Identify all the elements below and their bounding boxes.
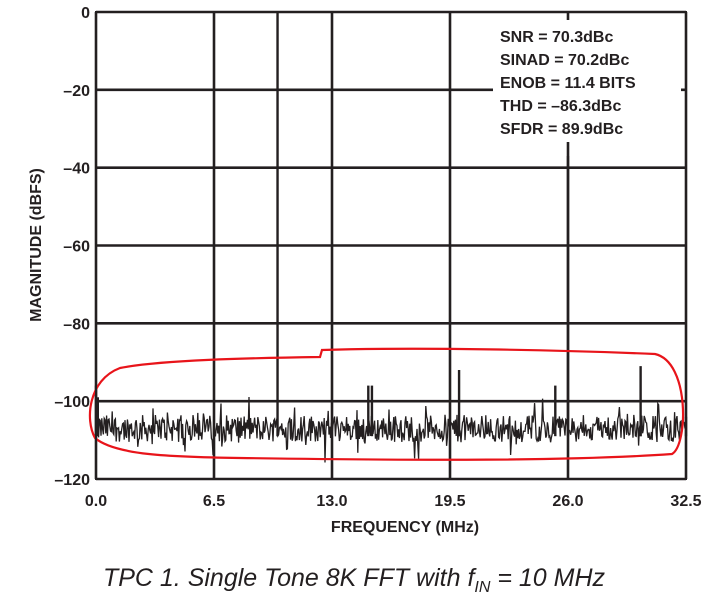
- stat-line: SFDR = 89.9dBc: [500, 121, 623, 138]
- plot-frame: [95, 11, 687, 480]
- x-axis-label: FREQUENCY (MHz): [331, 519, 479, 536]
- noise-floor-trace: [96, 396, 686, 463]
- y-tick-label: –20: [63, 83, 90, 100]
- x-tick-label: 0.0: [85, 493, 107, 510]
- stats-box: [493, 20, 681, 142]
- noise-floor-highlight: [88, 347, 685, 461]
- figure-caption: TPC 1. Single Tone 8K FFT with fIN = 10 …: [0, 564, 708, 597]
- x-tick-labels: 0.0 6.5 13.0 19.5 26.0 32.5: [85, 493, 702, 510]
- stat-line: SINAD = 70.2dBc: [500, 52, 629, 69]
- stat-line: THD = –86.3dBc: [500, 98, 621, 115]
- fft-chart: SNR = 70.3dBc SINAD = 70.2dBc ENOB = 11.4 …: [28, 5, 702, 536]
- x-tick-label: 6.5: [203, 493, 225, 510]
- x-tick-label: 26.0: [552, 493, 583, 510]
- y-tick-label: –40: [63, 161, 90, 178]
- y-tick-label: –80: [63, 316, 90, 333]
- y-tick-label: 0: [81, 5, 90, 22]
- y-tick-labels: 0 –20 –40 –60 –80 –100 –120: [54, 5, 90, 489]
- caption-suffix: = 10 MHz: [490, 564, 606, 592]
- x-tick-label: 32.5: [670, 493, 701, 510]
- y-tick-label: –120: [54, 472, 90, 489]
- y-tick-label: –60: [63, 239, 90, 256]
- x-tick-label: 13.0: [316, 493, 347, 510]
- y-axis-label: MAGNITUDE (dBFS): [28, 168, 45, 322]
- x-tick-label: 19.5: [434, 493, 465, 510]
- y-tick-label: –100: [54, 394, 90, 411]
- stats-text: SNR = 70.3dBc SINAD = 70.2dBc ENOB = 11.4 …: [500, 29, 636, 138]
- caption-subscript: IN: [474, 579, 491, 596]
- caption-prefix: TPC 1. Single Tone 8K FFT with f: [102, 564, 475, 592]
- stat-line: ENOB = 11.4 BITS: [500, 75, 636, 92]
- stat-line: SNR = 70.3dBc: [500, 29, 613, 46]
